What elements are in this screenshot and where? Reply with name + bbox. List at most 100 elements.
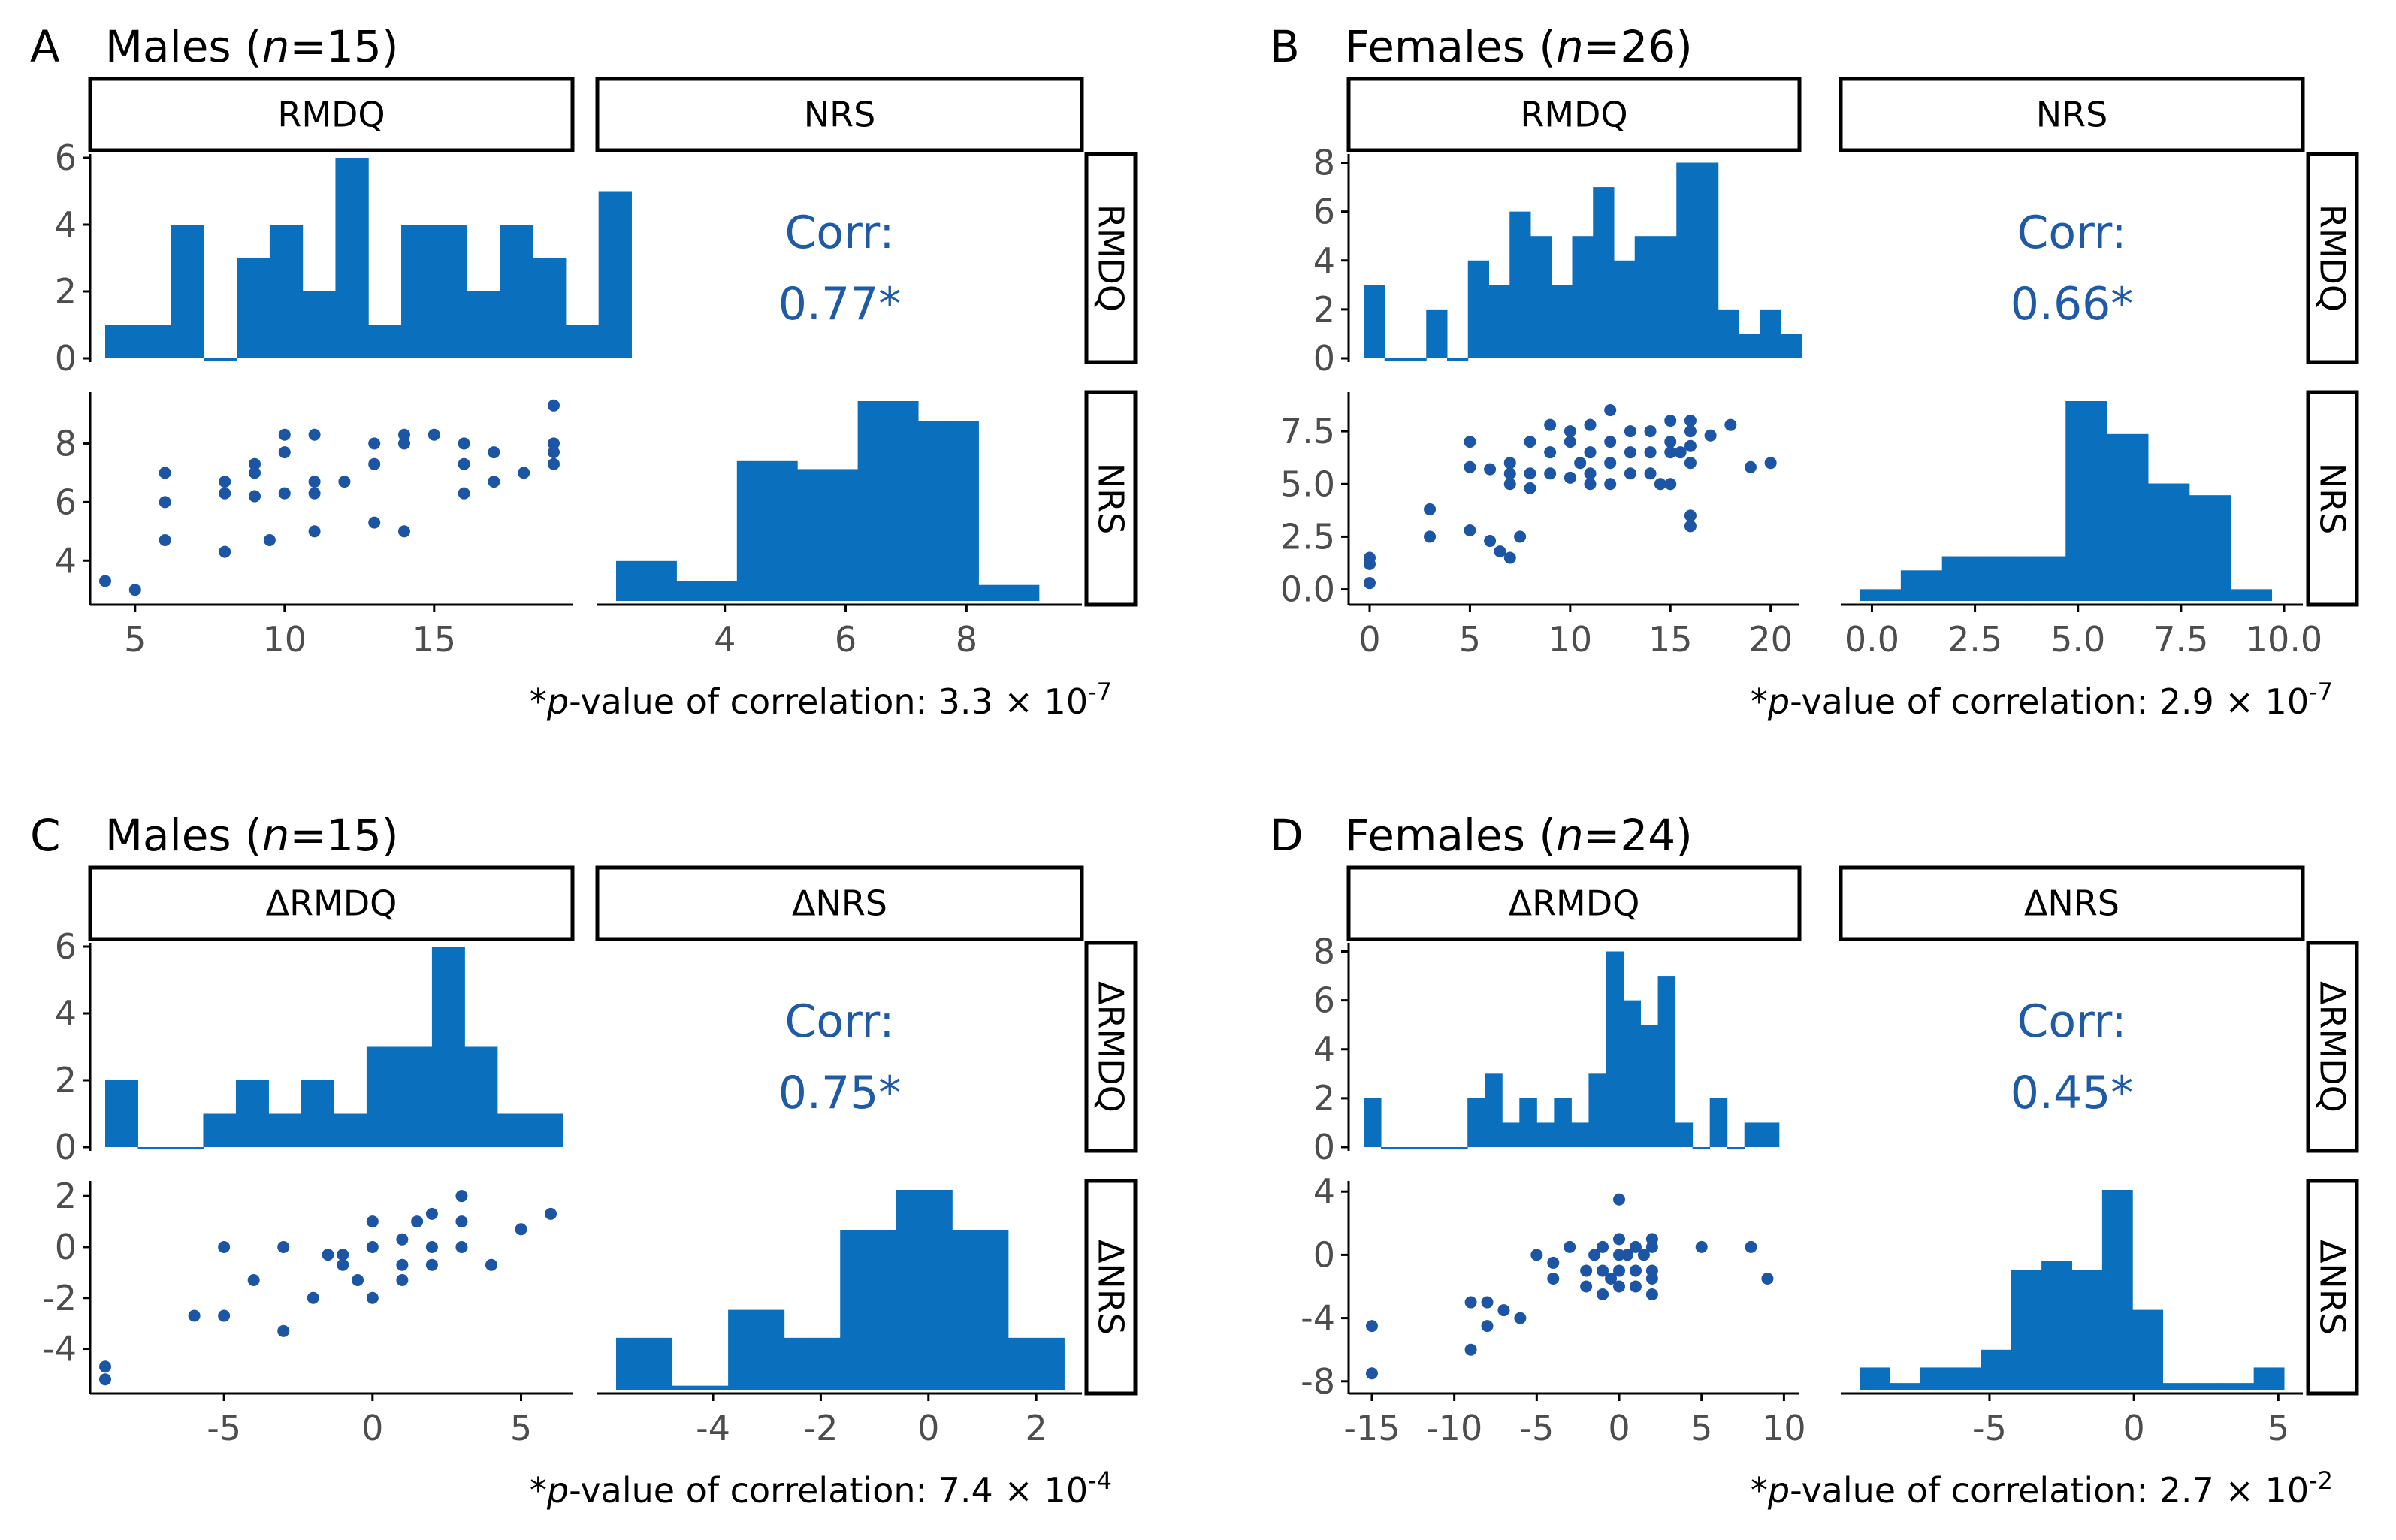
scatter-point [1584,478,1597,491]
hist2-bar [784,1337,841,1390]
hist-y-tick-label: 2 [1313,1078,1335,1119]
scatter-point [488,446,500,459]
scatter-point [219,487,231,500]
scatter-y-tick-label: 5.0 [1280,464,1335,504]
scatter-point [1597,1288,1609,1301]
x-tick-label: -5 [1519,1408,1554,1448]
hist-y-tick-label: 8 [1313,932,1335,972]
scatter-point [548,457,560,470]
scatter-point [308,525,321,538]
scatter-point [1621,1249,1633,1261]
hist2-bar [2162,1383,2194,1390]
scatter-point [337,1258,349,1271]
scatter-point [219,545,231,558]
hist2-bar [2065,401,2107,601]
hist1-bar [1718,309,1739,358]
hist1-bar [1593,187,1615,358]
scatter-point [1580,1264,1593,1277]
hist-y-tick-label: 0 [1313,338,1335,379]
scatter-point [278,487,291,500]
scatter-point [1544,418,1557,431]
hist2-bar [1981,1349,2012,1390]
scatter-y-tick-label: 0 [55,1227,77,1267]
scatter-point [1684,520,1697,533]
hist2-bar [840,1230,897,1390]
strip-top-label-2: NRS [804,95,876,135]
hist1-bar [1744,1122,1763,1147]
scatter-point [488,476,500,488]
scatter-point [1605,1272,1618,1285]
scatter-point [1664,436,1677,448]
strip-top-label-2: ΔNRS [2024,883,2120,924]
x-tick-label: -15 [1343,1408,1400,1448]
scatter-point [1624,425,1636,438]
corr-value: 0.45* [2011,1067,2134,1119]
hist1-bar [334,1113,367,1147]
x-tick-label: 5.0 [2050,619,2105,660]
pvalue-note: *p-value of correlation: 2.7 × 10-2 [1751,1466,2333,1511]
scatter-point [425,1240,438,1253]
strip-top-1 [88,865,575,941]
hist1-bar [269,225,304,358]
scatter-point [1613,1249,1626,1261]
hist1-bar [1530,236,1552,358]
hist1-bar [1416,1147,1434,1149]
scatter-point [425,1207,438,1220]
panel-letter: D [1270,810,1304,861]
corr-label: Corr: [784,995,894,1048]
strip-top-2 [1839,865,2305,941]
strip-right-label-1: RMDQ [1091,204,1132,312]
strip-right-label-2: NRS [2313,463,2353,535]
hist2-bar [1983,556,2025,601]
hist-y-tick-label: 2 [55,1060,77,1101]
scatter-point [307,1291,319,1304]
hist2-bar [2192,1383,2224,1390]
scatter-point [1564,436,1576,448]
scatter-y-tick-label: -4 [1301,1298,1335,1339]
scatter-point [458,487,470,500]
hist1-bar [530,1113,563,1147]
scatter-point [1580,1280,1593,1293]
scatter-point [1424,530,1437,543]
hist1-bar [434,225,468,358]
hist1-bar [1781,334,1802,358]
hist1-bar [533,258,567,358]
scatter-point [1481,1320,1494,1333]
strip-right-label-2: ΔNRS [2313,1240,2353,1335]
scatter-point [219,476,231,488]
scatter-point [1464,460,1476,473]
scatter-point [1684,439,1697,452]
scatter-point [1464,436,1476,448]
hist1-bar [464,1046,498,1147]
scatter-point [308,476,321,488]
scatter-point [159,467,171,479]
scatter-point [1654,478,1666,491]
panel-title: Females (n=24) [1345,810,1693,861]
scatter-point [1514,1312,1527,1324]
hist1-bar [1640,1025,1659,1147]
scatter-point [1364,577,1376,590]
panel-c: C Males (n=15) ΔRMDQ ΔNRS ΔRMDQ ΔNRS 0 2 4 6 -4 -2 0… [30,810,1138,1511]
scatter-point [1704,429,1717,442]
hist1-bar [467,291,500,358]
x-tick-label: 5 [2268,1408,2289,1448]
x-tick-label: 8 [956,619,977,660]
strip-top-label-2: NRS [2036,95,2108,135]
scatter-point [1613,1233,1626,1246]
hist1-bar [235,1080,269,1147]
scatter-point [1464,1296,1477,1309]
scatter-point [1584,467,1597,480]
hist1-bar [1467,1098,1485,1147]
scatter-point [366,1240,379,1253]
scatter-point [277,1324,290,1337]
hist1-bar [1697,162,1719,358]
hist1-bar [105,325,139,358]
hist1-bar [565,325,600,358]
scatter-point [1365,1367,1378,1380]
scatter-point [1364,557,1376,570]
hist1-bar [1447,358,1469,361]
scatter-point [1547,1272,1560,1285]
scatter-point [1597,1240,1609,1253]
hist1-bar [268,1113,302,1147]
corr-value: 0.75* [778,1067,902,1119]
